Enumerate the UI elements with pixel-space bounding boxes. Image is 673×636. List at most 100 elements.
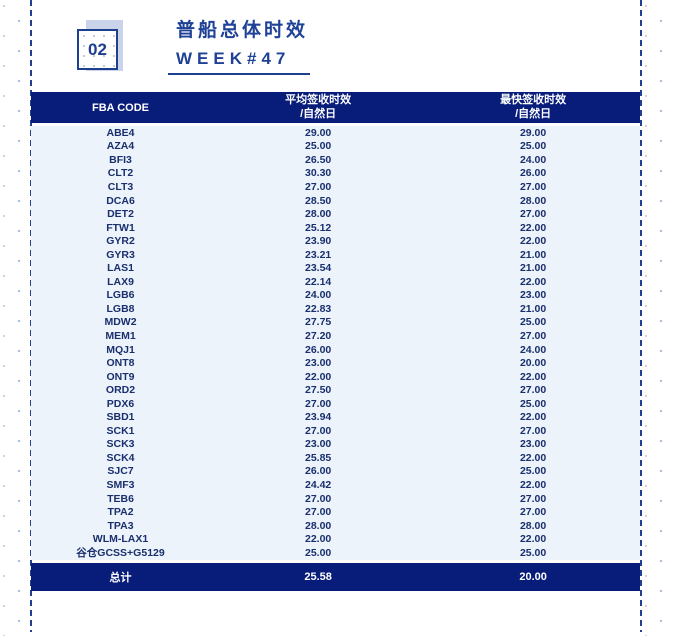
fba-code-cell: SCK3 — [106, 438, 135, 451]
section-number-badge: 02 — [77, 29, 118, 70]
fba-code-cell: SBD1 — [106, 411, 135, 424]
table-row: PDX6 27.00 25.00 — [31, 396, 640, 411]
average-days-cell: 23.00 — [304, 438, 332, 451]
fba-code-cell: TEB6 — [107, 492, 134, 505]
table-row: TPA2 27.00 27.00 — [31, 505, 640, 519]
average-days-cell: 26.00 — [304, 465, 332, 478]
fastest-days-cell: 27.00 — [519, 506, 547, 519]
fba-code-cell: ABE4 — [106, 126, 135, 139]
column-header-fba-code: FBA CODE — [91, 101, 150, 114]
fastest-days-cell: 22.00 — [519, 221, 547, 234]
table-row: AZA4 25.00 25.00 — [31, 139, 640, 154]
average-days-cell: 22.00 — [304, 370, 332, 383]
average-days-cell: 24.00 — [304, 289, 332, 302]
total-average-value: 25.58 — [304, 570, 332, 583]
fba-code-cell: FTW1 — [106, 221, 135, 234]
fastest-days-cell: 27.00 — [519, 424, 547, 437]
right-dotted-pattern — [642, 0, 673, 636]
average-days-cell: 25.85 — [304, 451, 332, 464]
average-days-cell: 23.90 — [304, 235, 332, 248]
fba-code-cell: LGB8 — [106, 302, 135, 315]
average-days-cell: 27.20 — [304, 329, 332, 342]
table-row: CLT2 30.30 26.00 — [31, 166, 640, 181]
table-row: SMF3 24.42 22.00 — [31, 478, 640, 492]
table-row: TEB6 27.00 27.00 — [31, 491, 640, 506]
table-total-row: 总计 25.58 20.00 — [31, 562, 640, 591]
average-days-cell: 29.00 — [304, 126, 332, 139]
fastest-days-cell: 25.00 — [519, 316, 547, 329]
title-underline — [168, 73, 310, 75]
table-row: DET2 28.00 27.00 — [31, 207, 640, 221]
average-days-cell: 26.50 — [304, 153, 332, 166]
average-days-cell: 23.54 — [304, 262, 332, 275]
section-number: 02 — [88, 39, 107, 59]
average-days-cell: 28.00 — [304, 519, 332, 532]
fba-code-cell: TPA3 — [107, 519, 134, 532]
fba-code-cell: GYR3 — [106, 248, 135, 261]
table-row: WLM-LAX1 22.00 22.00 — [31, 532, 640, 546]
fastest-days-cell: 29.00 — [519, 126, 547, 139]
table-row: BFI3 26.50 24.00 — [31, 153, 640, 167]
table-row: LGB8 22.83 21.00 — [31, 302, 640, 316]
fba-code-cell: ORD2 — [105, 384, 136, 397]
fastest-days-cell: 27.00 — [519, 208, 547, 221]
fba-code-cell: BFI3 — [109, 153, 132, 166]
table-row: SBD1 23.94 22.00 — [31, 410, 640, 425]
fba-code-cell: LAS1 — [107, 262, 134, 275]
average-days-cell: 22.83 — [304, 302, 332, 315]
fastest-days-cell: 22.00 — [519, 275, 547, 288]
table-row: LAS1 23.54 21.00 — [31, 261, 640, 276]
fba-code-cell: CLT3 — [107, 180, 134, 193]
fastest-days-cell: 25.00 — [519, 140, 547, 153]
table-row: GYR3 23.21 21.00 — [31, 247, 640, 262]
table-row: ONT8 23.00 20.00 — [31, 356, 640, 370]
table-row: DCA6 28.50 28.00 — [31, 193, 640, 208]
fba-code-cell: DET2 — [107, 208, 134, 221]
fba-code-cell: MEM1 — [105, 329, 136, 342]
fastest-days-cell: 27.00 — [519, 384, 547, 397]
fastest-days-cell: 24.00 — [519, 343, 547, 356]
average-days-cell: 27.00 — [304, 506, 332, 519]
fba-code-cell: MQJ1 — [106, 343, 135, 356]
average-days-cell: 23.00 — [304, 357, 332, 370]
table-row: SJC7 26.00 25.00 — [31, 464, 640, 479]
fastest-days-cell: 23.00 — [519, 438, 547, 451]
table-row: MQJ1 26.00 24.00 — [31, 342, 640, 357]
fba-code-cell: TPA2 — [107, 506, 134, 519]
fastest-days-cell: 24.00 — [519, 153, 547, 166]
fastest-days-cell: 27.00 — [519, 180, 547, 193]
fba-code-cell: ONT8 — [106, 357, 135, 370]
table-row: CLT3 27.00 27.00 — [31, 180, 640, 194]
average-days-cell: 27.75 — [304, 316, 332, 329]
table-row: FTW1 25.12 22.00 — [31, 220, 640, 235]
fastest-days-cell: 27.00 — [519, 492, 547, 505]
fastest-days-cell: 21.00 — [519, 248, 547, 261]
fba-code-cell: WLM-LAX1 — [92, 533, 149, 546]
week-subtitle: WEEK#47 — [176, 48, 291, 68]
average-days-cell: 28.50 — [304, 194, 332, 207]
fba-code-cell: SCK4 — [106, 451, 135, 464]
average-days-cell: 27.00 — [304, 492, 332, 505]
table-body: ABE4 29.00 29.00 AZA4 25.00 25.00 BFI3 26.50 24.… — [31, 126, 640, 560]
fastest-days-cell: 28.00 — [519, 519, 547, 532]
table-row: GYR2 23.90 22.00 — [31, 234, 640, 248]
fba-code-cell: ONT9 — [106, 370, 135, 383]
table-row: MDW2 27.75 25.00 — [31, 315, 640, 330]
total-fastest-value: 20.00 — [519, 570, 547, 583]
fastest-days-cell: 28.00 — [519, 194, 547, 207]
fba-code-cell: PDX6 — [106, 397, 135, 410]
fastest-days-cell: 22.00 — [519, 451, 547, 464]
average-days-cell: 25.00 — [304, 140, 332, 153]
average-days-cell: 22.00 — [304, 533, 332, 546]
average-days-cell: 27.50 — [304, 384, 332, 397]
fastest-days-cell: 22.00 — [519, 411, 547, 424]
fba-code-cell: AZA4 — [106, 140, 135, 153]
fastest-days-cell: 25.00 — [519, 465, 547, 478]
timeliness-table: FBA CODE 平均签收时效 /自然日 最快签收时效 /自然日 ABE4 29.… — [31, 92, 640, 591]
fastest-days-cell: 22.00 — [519, 235, 547, 248]
average-days-cell: 23.21 — [304, 248, 332, 261]
average-days-cell: 27.00 — [304, 424, 332, 437]
table-row: SCK4 25.85 22.00 — [31, 451, 640, 465]
column-header-fastest: 最快签收时效 /自然日 — [500, 93, 567, 120]
